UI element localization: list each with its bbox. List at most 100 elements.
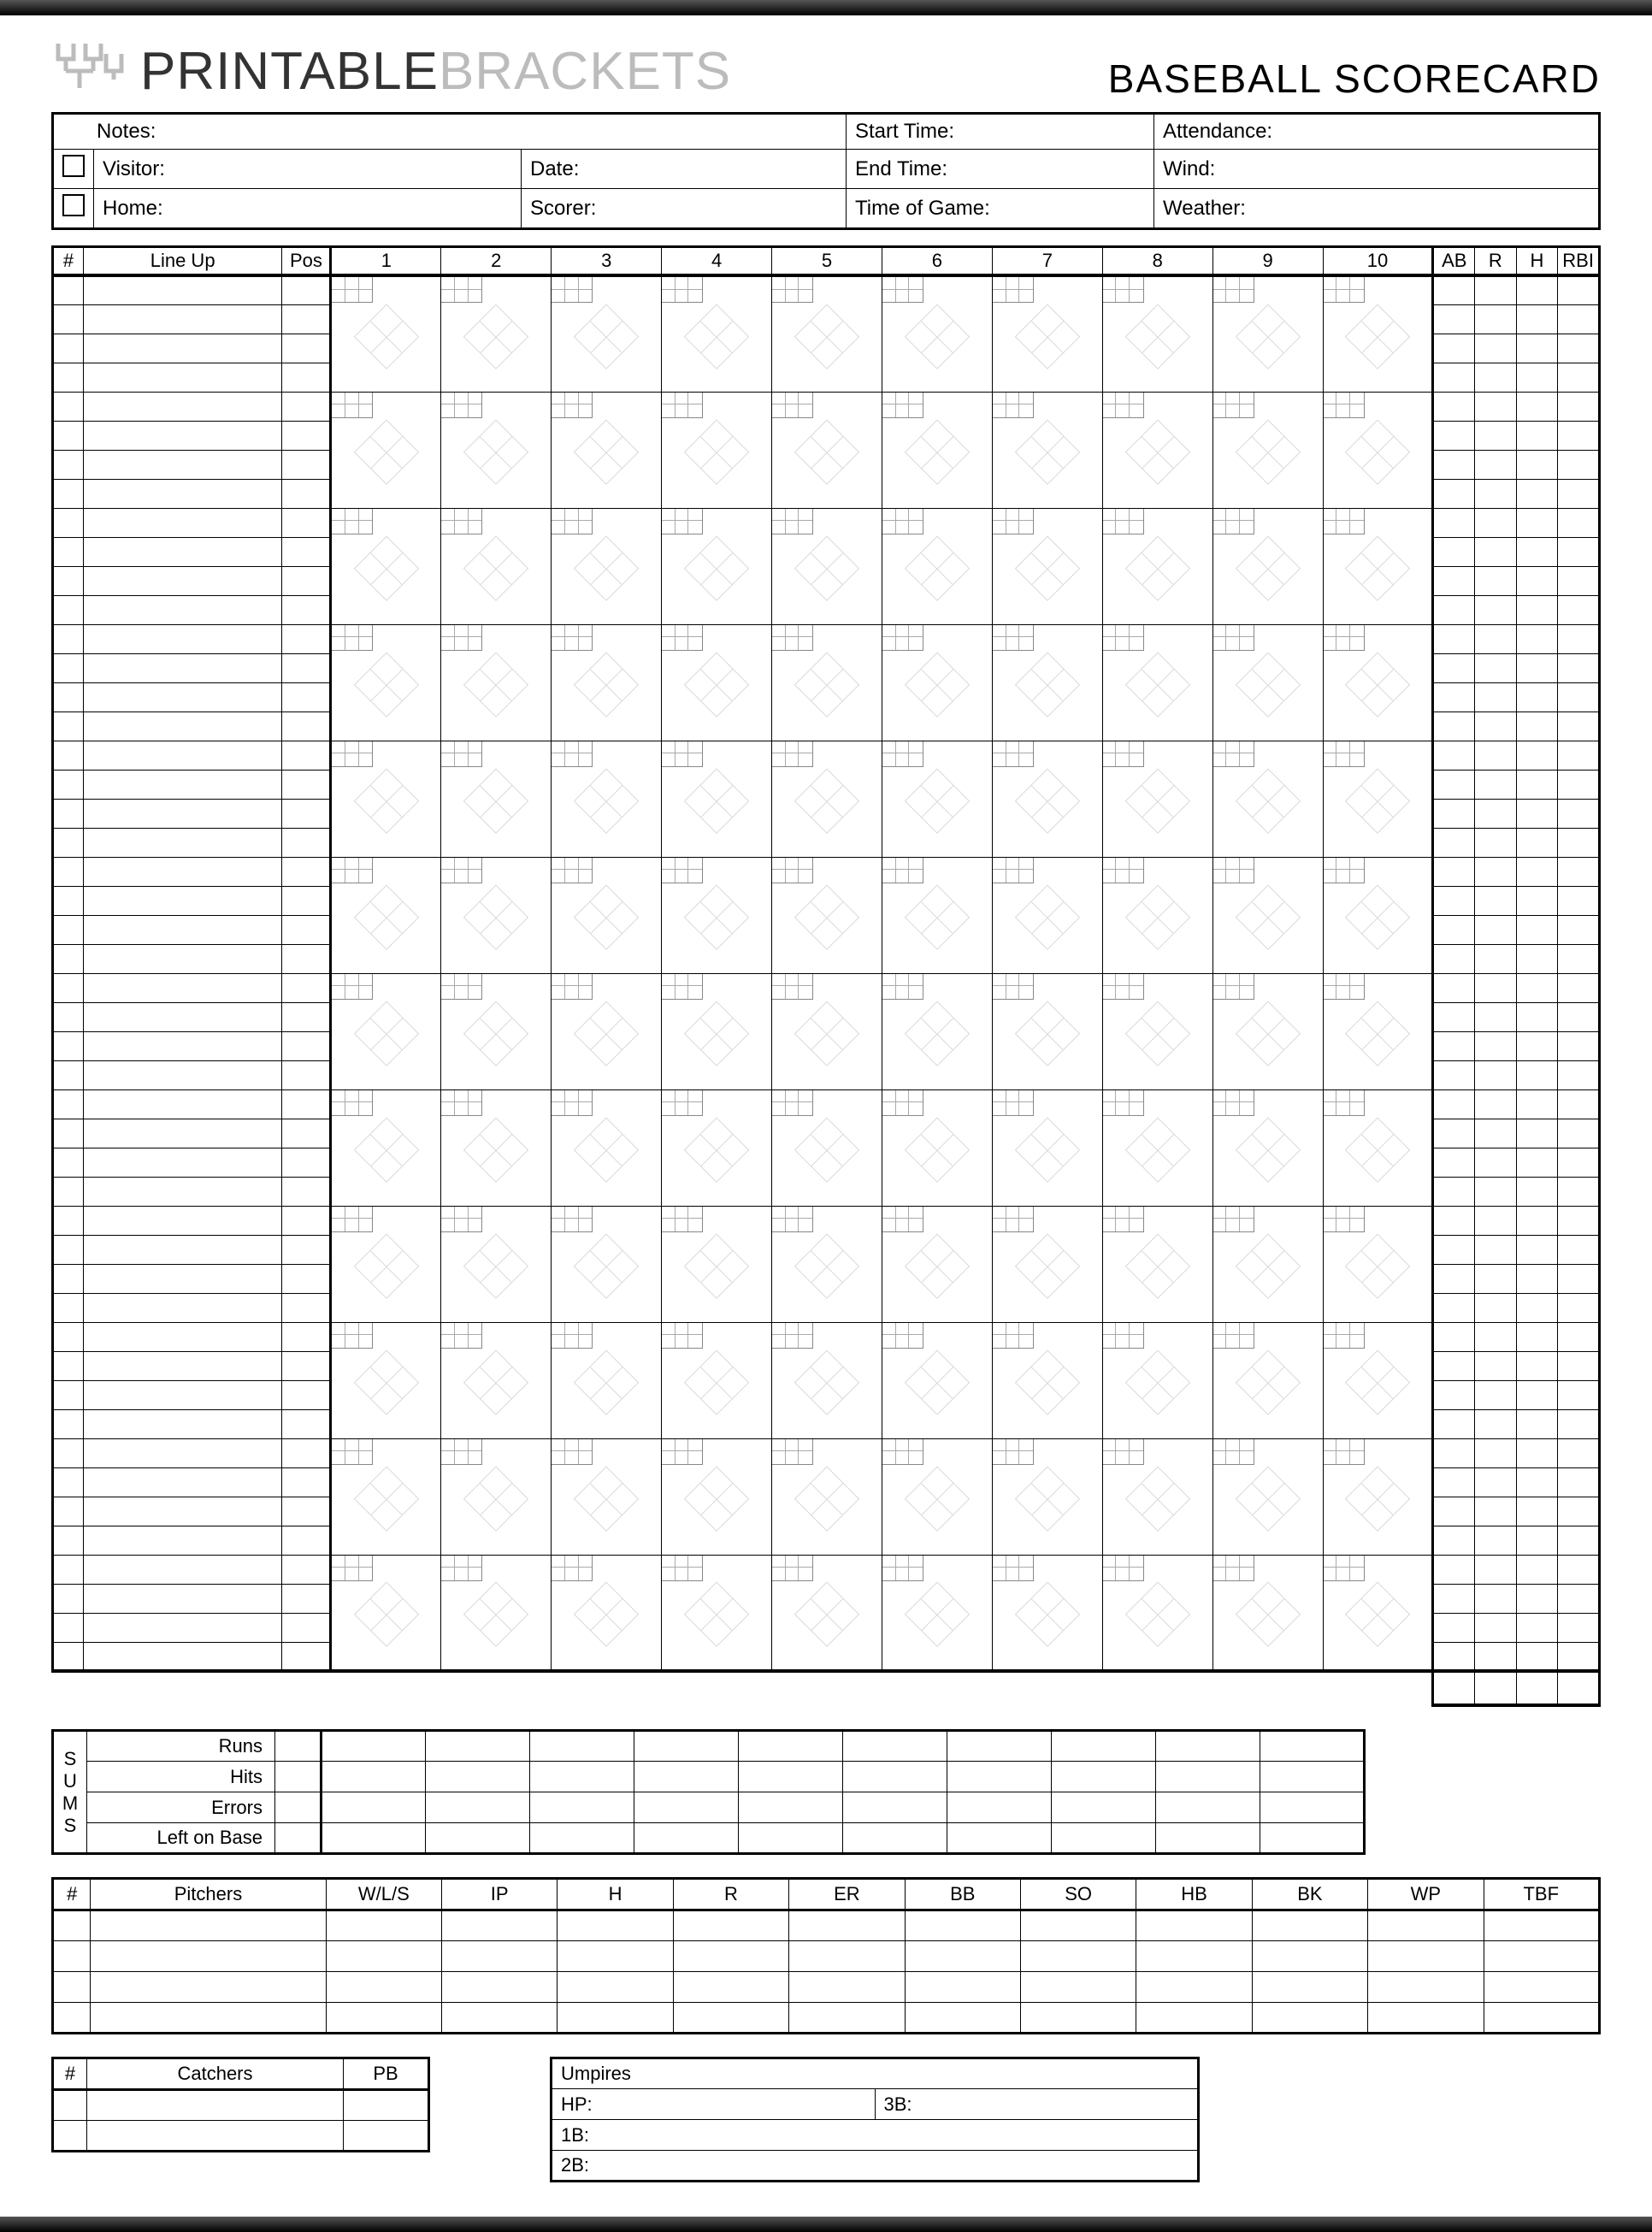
inning-cell[interactable]: [992, 1089, 1102, 1206]
cell-lineup[interactable]: [83, 886, 281, 915]
stat-cell[interactable]: [1558, 915, 1600, 944]
pitchers-cell[interactable]: [558, 1910, 673, 1941]
stat-cell[interactable]: [1475, 275, 1517, 304]
stat-cell[interactable]: [1475, 828, 1517, 857]
inning-cell[interactable]: [331, 741, 441, 857]
inning-cell[interactable]: [331, 1206, 441, 1322]
stat-cell[interactable]: [1516, 566, 1558, 595]
stat-cell[interactable]: [1516, 624, 1558, 653]
inning-cell[interactable]: [552, 392, 662, 508]
cell-lineup[interactable]: [83, 1089, 281, 1119]
pitchers-cell[interactable]: [1020, 1972, 1136, 2003]
cell-num[interactable]: [53, 1497, 84, 1526]
cell-num[interactable]: [53, 275, 84, 304]
stat-cell[interactable]: [1516, 1206, 1558, 1235]
stat-cell[interactable]: [1433, 770, 1475, 799]
cell-pos[interactable]: [282, 1293, 331, 1322]
stat-cell[interactable]: [1433, 1380, 1475, 1409]
inning-cell[interactable]: [331, 1322, 441, 1438]
stat-cell[interactable]: [1558, 450, 1600, 479]
sums-cell[interactable]: [634, 1762, 739, 1792]
inning-cell[interactable]: [662, 1555, 772, 1671]
pitchers-cell[interactable]: [1484, 1972, 1599, 2003]
sums-cell[interactable]: [739, 1792, 843, 1823]
stat-cell[interactable]: [1558, 1526, 1600, 1555]
inning-cell[interactable]: [1323, 1089, 1433, 1206]
cell-num[interactable]: [53, 1293, 84, 1322]
pitchers-cell[interactable]: [1136, 2003, 1252, 2034]
cell-pos[interactable]: [282, 1351, 331, 1380]
sums-cell[interactable]: [1260, 1823, 1365, 1854]
stat-cell[interactable]: [1516, 1351, 1558, 1380]
sums-cell[interactable]: [634, 1731, 739, 1762]
inning-cell[interactable]: [1323, 1322, 1433, 1438]
stat-cell[interactable]: [1516, 1119, 1558, 1148]
cell-pos[interactable]: [282, 1177, 331, 1206]
inning-cell[interactable]: [772, 1438, 882, 1555]
cell-num[interactable]: [53, 1526, 84, 1555]
stat-cell[interactable]: [1516, 304, 1558, 334]
stat-cell[interactable]: [1516, 275, 1558, 304]
cell-lineup[interactable]: [83, 1497, 281, 1526]
inning-cell[interactable]: [1102, 1438, 1212, 1555]
cell-lineup[interactable]: [83, 537, 281, 566]
cell-pos[interactable]: [282, 334, 331, 363]
stat-cell[interactable]: [1558, 1467, 1600, 1497]
cell-num[interactable]: [53, 595, 84, 624]
inning-cell[interactable]: [1323, 1555, 1433, 1671]
pitchers-cell[interactable]: [789, 2003, 905, 2034]
pitchers-cell[interactable]: [905, 1910, 1020, 1941]
inning-cell[interactable]: [552, 1089, 662, 1206]
inning-cell[interactable]: [1212, 1206, 1323, 1322]
pitchers-cell[interactable]: [558, 1972, 673, 2003]
cell-lineup[interactable]: [83, 1293, 281, 1322]
stat-cell[interactable]: [1475, 537, 1517, 566]
cell-pos[interactable]: [282, 1060, 331, 1089]
inning-cell[interactable]: [331, 1555, 441, 1671]
pitchers-cell[interactable]: [1368, 1941, 1484, 1972]
stat-cell[interactable]: [1433, 624, 1475, 653]
stat-cell[interactable]: [1475, 595, 1517, 624]
pitchers-cell[interactable]: [1136, 1972, 1252, 2003]
inning-cell[interactable]: [772, 1555, 882, 1671]
stat-cell[interactable]: [1558, 1642, 1600, 1671]
home-checkbox[interactable]: [53, 189, 94, 229]
cell-pos[interactable]: [282, 857, 331, 886]
pitchers-cell[interactable]: [1368, 2003, 1484, 2034]
pitchers-cell[interactable]: [673, 2003, 788, 2034]
cell-pos[interactable]: [282, 392, 331, 421]
stat-cell[interactable]: [1558, 624, 1600, 653]
pitchers-cell[interactable]: [1020, 2003, 1136, 2034]
stat-cell[interactable]: [1558, 275, 1600, 304]
sums-cell[interactable]: [322, 1731, 426, 1762]
inning-cell[interactable]: [1102, 973, 1212, 1089]
stat-cell[interactable]: [1516, 1148, 1558, 1177]
cell-num[interactable]: [53, 857, 84, 886]
pitchers-cell[interactable]: [673, 1910, 788, 1941]
stat-cell[interactable]: [1433, 275, 1475, 304]
sums-cell[interactable]: [739, 1823, 843, 1854]
inning-cell[interactable]: [1323, 857, 1433, 973]
stat-cell[interactable]: [1433, 304, 1475, 334]
cell-lineup[interactable]: [83, 1351, 281, 1380]
inning-cell[interactable]: [552, 1322, 662, 1438]
inning-cell[interactable]: [552, 508, 662, 624]
inning-cell[interactable]: [662, 1206, 772, 1322]
pitchers-cell[interactable]: [558, 1941, 673, 1972]
stat-cell[interactable]: [1433, 1177, 1475, 1206]
stat-cell[interactable]: [1475, 1322, 1517, 1351]
inning-cell[interactable]: [882, 857, 992, 973]
stat-cell[interactable]: [1516, 450, 1558, 479]
inning-cell[interactable]: [992, 1555, 1102, 1671]
cell-num[interactable]: [53, 1119, 84, 1148]
catchers-cell[interactable]: [87, 2090, 344, 2121]
inning-cell[interactable]: [331, 392, 441, 508]
stat-cell[interactable]: [1475, 915, 1517, 944]
stat-cell[interactable]: [1433, 944, 1475, 973]
stat-cell[interactable]: [1558, 1293, 1600, 1322]
stat-cell[interactable]: [1558, 1235, 1600, 1264]
cell-num[interactable]: [53, 624, 84, 653]
cell-num[interactable]: [53, 421, 84, 450]
inning-cell[interactable]: [882, 392, 992, 508]
stat-cell[interactable]: [1475, 1119, 1517, 1148]
